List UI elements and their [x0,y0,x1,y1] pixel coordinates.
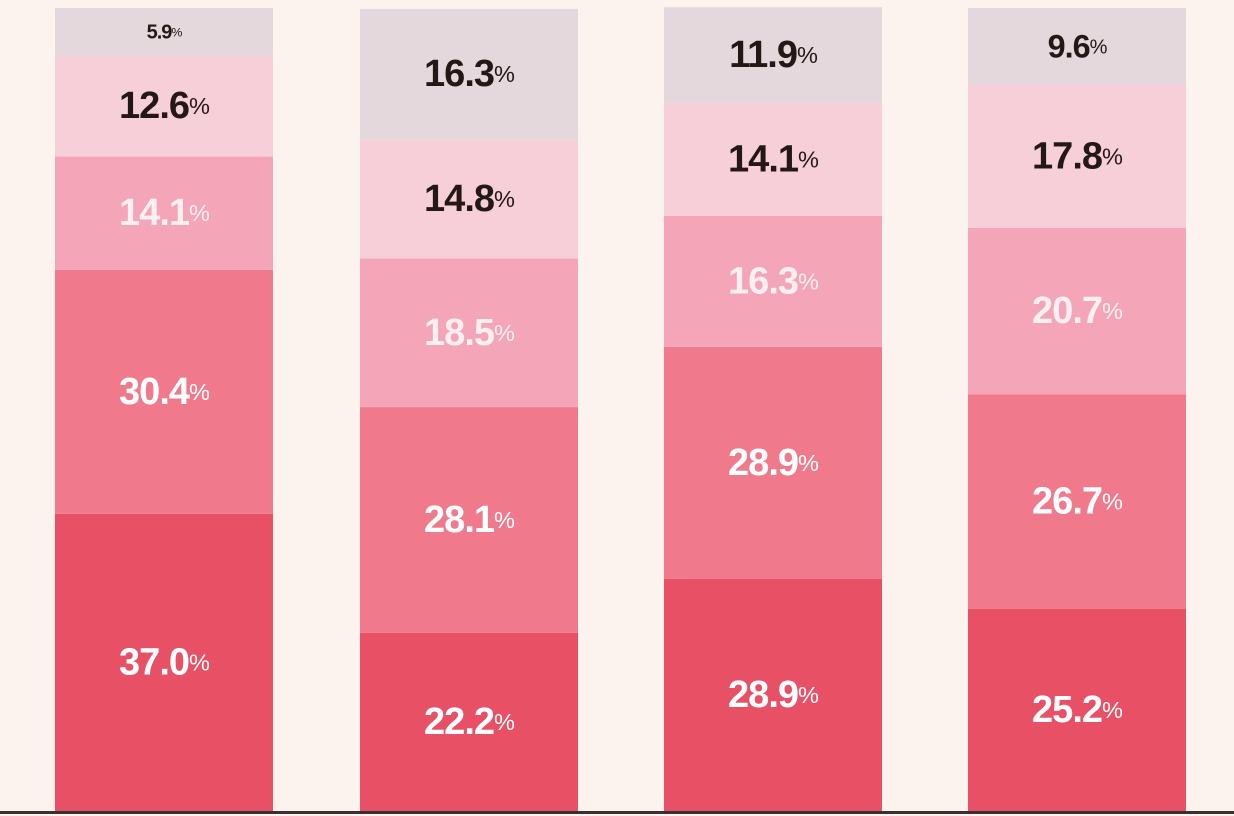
bar-segment [360,407,578,633]
bar-segment [968,8,1186,86]
bar-segment [55,156,273,270]
bar-segment [55,8,273,56]
value-label: 17.8% [1032,136,1123,178]
value-label: 25.2% [1032,689,1123,731]
bar-segment [360,8,578,140]
value-label: 37.0% [119,641,210,683]
value-label: 26.7% [1032,480,1123,522]
bar-segment [968,228,1186,395]
value-label: 28.9% [728,442,819,484]
bar-segment [55,55,273,157]
value-label: 28.1% [424,499,515,541]
value-label: 14.1% [728,138,819,180]
bar-segment [664,578,882,811]
bar-segment [968,85,1186,229]
bar-segment [360,632,578,811]
value-label: 16.3% [424,53,515,95]
bar-segment [664,102,882,216]
value-label: 18.5% [424,312,515,354]
bar-segment [664,7,882,103]
value-label: 16.3% [728,260,819,302]
value-label: 5.9% [147,22,183,44]
bar-segment [55,513,273,811]
bar-segment [664,346,882,579]
value-label: 30.4% [119,371,210,413]
bar-segment [968,394,1186,609]
value-label: 14.8% [424,178,515,220]
value-label: 28.9% [728,674,819,716]
value-label: 9.6% [1048,28,1108,64]
value-label: 20.7% [1032,290,1123,332]
bar-segment [55,269,273,514]
value-label: 22.2% [424,701,515,743]
bar-segment [360,258,578,408]
value-label: 14.1% [119,192,210,234]
value-label: 11.9% [729,34,818,76]
bar-segment [360,139,578,259]
value-label: 12.6% [119,85,210,127]
bar-segment [664,215,882,347]
bar-segment [968,608,1186,811]
